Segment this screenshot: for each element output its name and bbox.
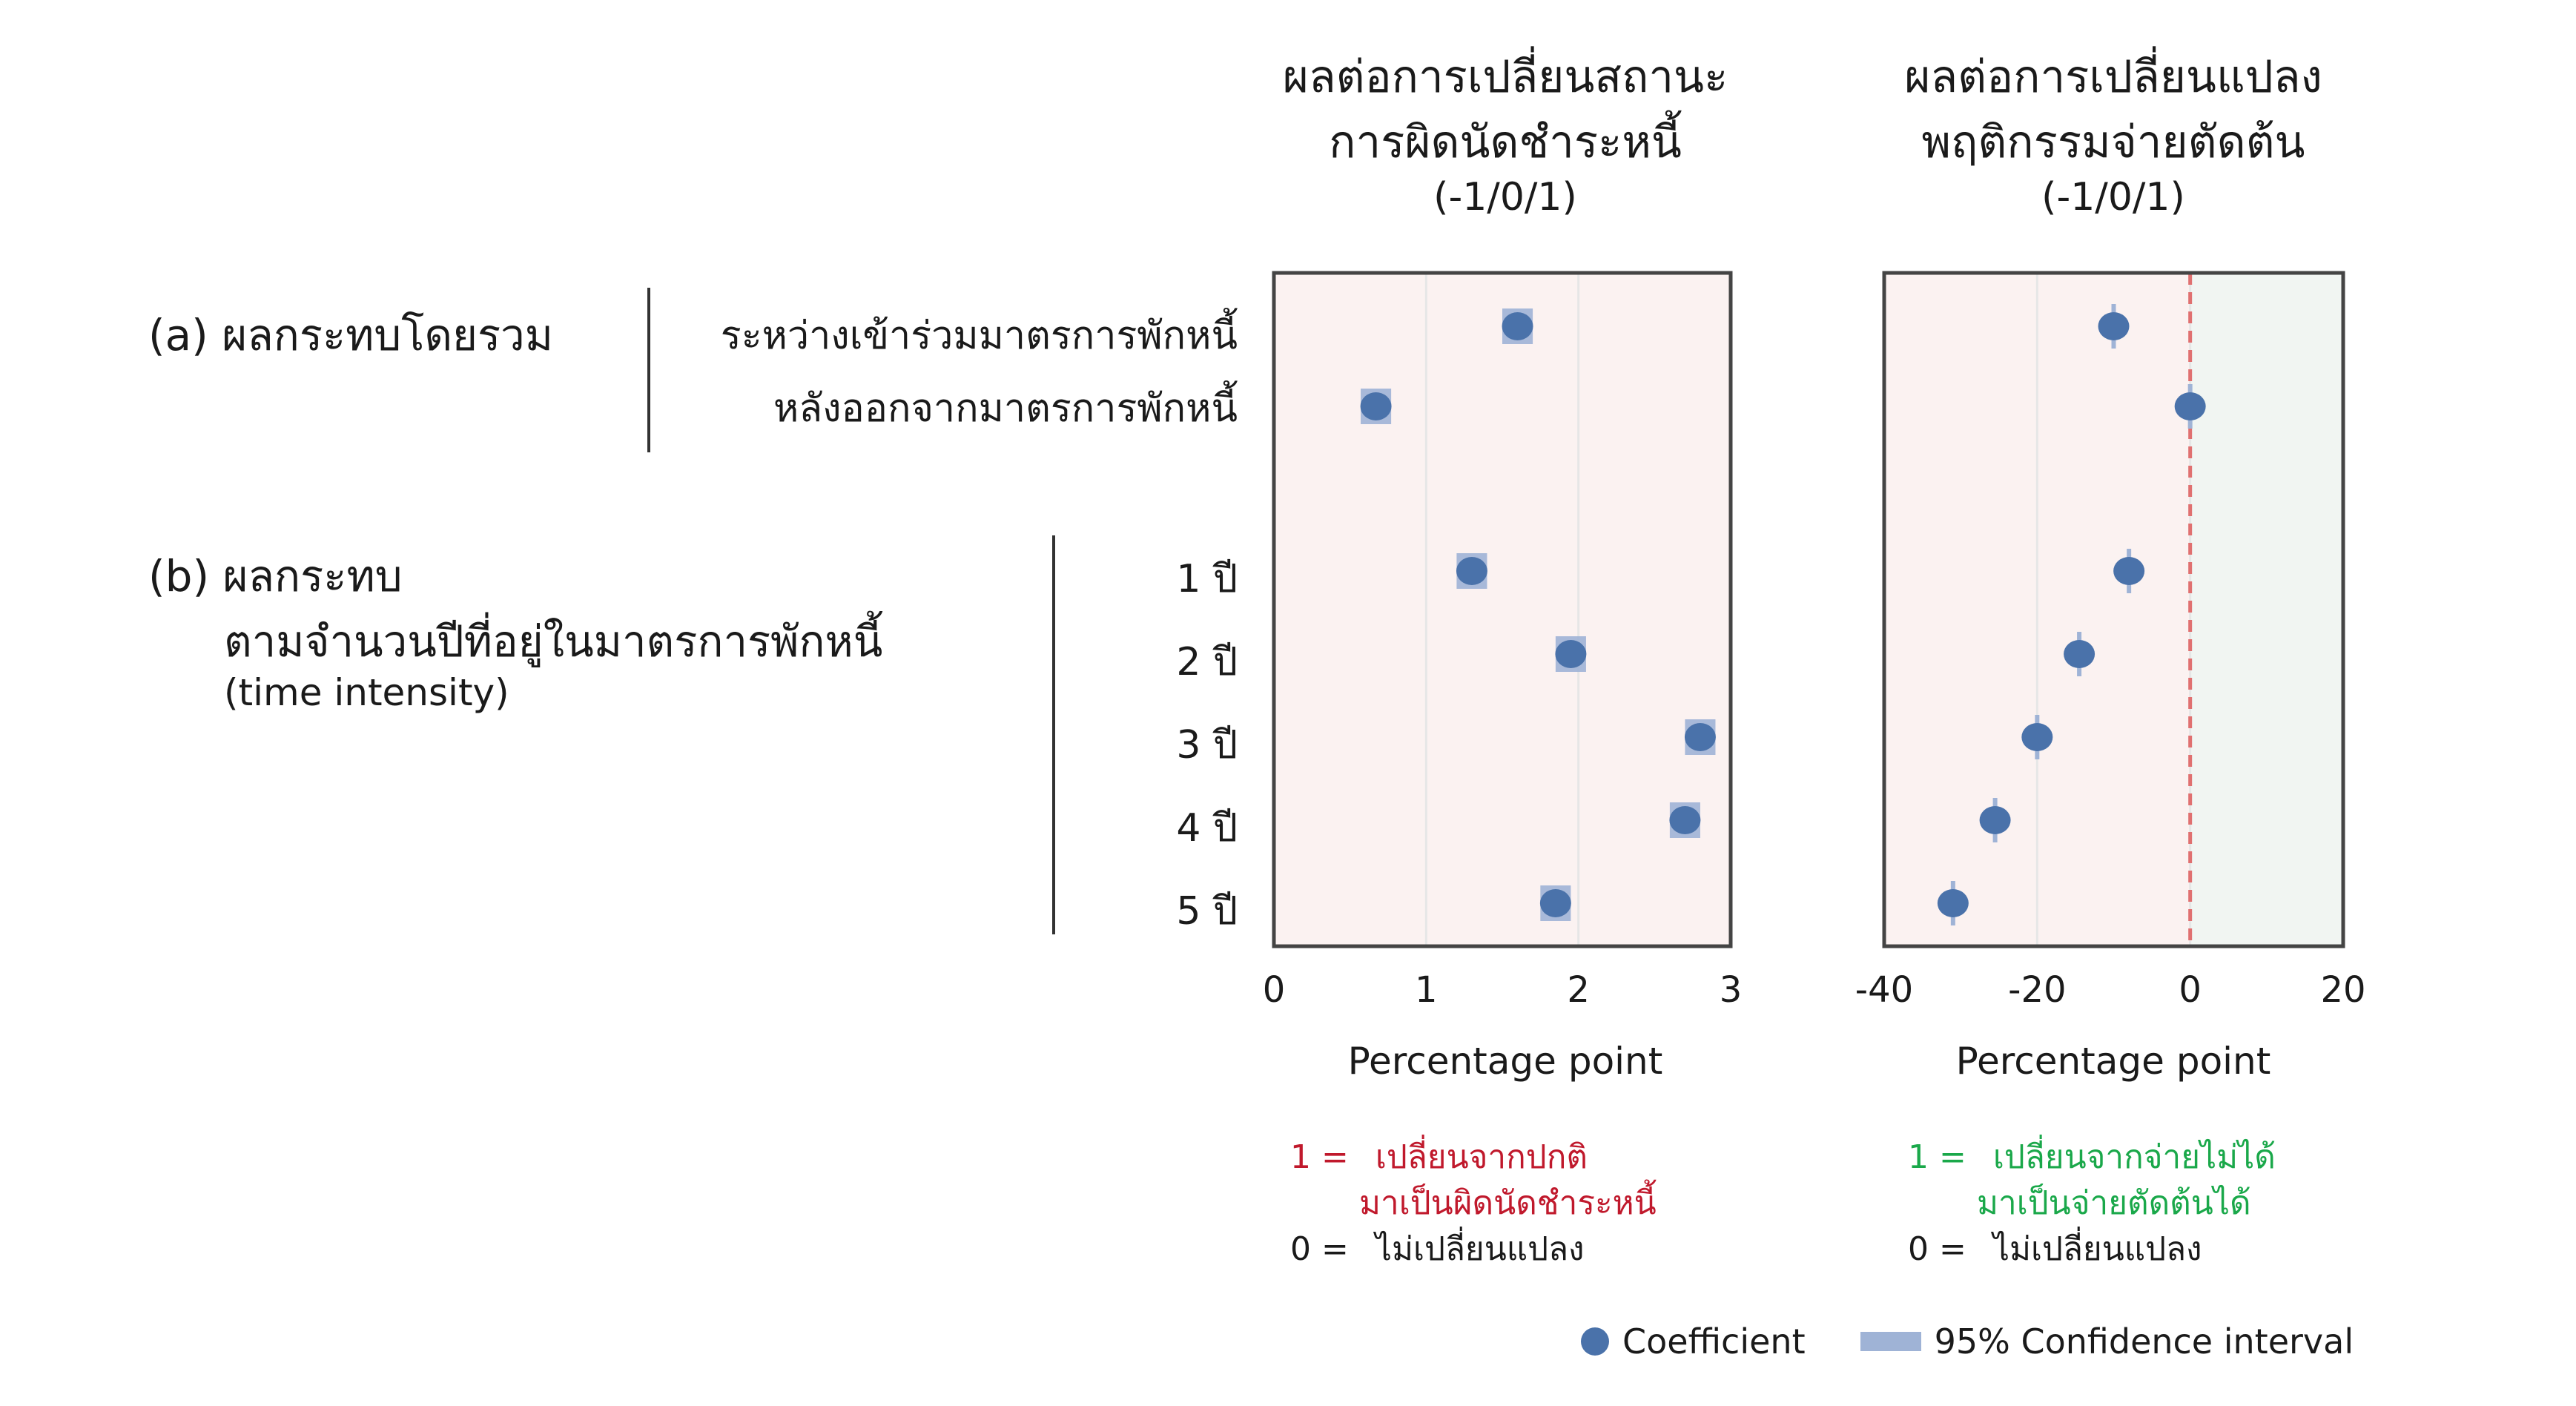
legend-coefficient-label: Coefficient — [1622, 1321, 1806, 1362]
group-a-divider — [647, 288, 650, 452]
panel-right-coefficient-point — [2021, 723, 2053, 751]
panel-left-tick-label: 2 — [1567, 969, 1590, 1011]
legend-ci-label: 95% Confidence interval — [1934, 1321, 2354, 1362]
panel-right-tick-label: 20 — [2320, 969, 2365, 1011]
legend-coefficient-icon — [1581, 1327, 1609, 1356]
row-label-after: หลังออกจากมาตรการพักหนี้ — [773, 386, 1238, 431]
group-b-sublabel: ตามจำนวนปีที่อยู่ในมาตรการพักหนี้ — [224, 616, 883, 667]
panel-left-xlabel: Percentage point — [1347, 1040, 1663, 1083]
legend: Coefficient 95% Confidence interval — [1581, 1318, 2354, 1364]
panel-right-coefficient-point — [1979, 806, 2011, 834]
note-right-one-line2: มาเป็นจ่ายตัดต้นได้ — [1977, 1184, 2251, 1222]
note-left-zero-prefix: 0 = — [1290, 1230, 1349, 1268]
group-b-intensity: (time intensity) — [224, 671, 509, 714]
note-right: 1 = เปลี่ยนจากจ่ายไม่ได้ มาเป็นจ่ายตัดต้… — [1908, 1135, 2276, 1273]
note-left-one-line1: เปลี่ยนจากปกติ — [1375, 1138, 1588, 1176]
note-left-zero: 0 = ไม่เปลี่ยนแปลง — [1290, 1227, 1657, 1273]
note-right-zero: 0 = ไม่เปลี่ยนแปลง — [1908, 1227, 2276, 1273]
group-b-divider — [1052, 535, 1055, 934]
panel-right-title: ผลต่อการเปลี่ยนแปลง พฤติกรรมจ่ายตัดต้น (… — [1817, 44, 2410, 220]
panel-right-tick-label: -40 — [1855, 969, 1913, 1011]
panel-left-tick-label: 1 — [1415, 969, 1438, 1011]
panel-left-tick-label: 3 — [1720, 969, 1743, 1011]
panel-right-coefficient-point — [1937, 889, 1969, 917]
row-label-year1: 1 ปี — [1176, 557, 1238, 601]
panel-left-coefficient-point — [1684, 723, 1716, 751]
panel-right-coefficient-point — [2113, 557, 2145, 585]
row-label-during: ระหว่างเข้าร่วมมาตรการพักหนี้ — [720, 314, 1238, 358]
note-left-one: 1 = เปลี่ยนจากปกติ — [1290, 1135, 1657, 1181]
panel-right-coefficient-point — [2098, 312, 2130, 340]
note-left: 1 = เปลี่ยนจากปกติ มาเป็นผิดนัดชำระหนี้ … — [1290, 1135, 1657, 1273]
panel-right-coefficient-point — [2174, 392, 2206, 420]
panel-left-coefficient-point — [1502, 312, 1533, 340]
panel-right-tick-label: -20 — [2008, 969, 2066, 1011]
panel-right-tick-label: 0 — [2179, 969, 2202, 1011]
panel-left-coefficient-point — [1456, 557, 1487, 585]
legend-ci-icon — [1860, 1332, 1921, 1351]
panel-left-coefficient-point — [1360, 392, 1392, 420]
note-right-one-prefix: 1 = — [1908, 1138, 1966, 1176]
panel-right-title-line1: ผลต่อการเปลี่ยนแปลง — [1904, 51, 2322, 103]
panel-left-title-line2: การผิดนัดชำระหนี้ — [1329, 116, 1682, 168]
row-label-year5: 5 ปี — [1176, 889, 1238, 934]
note-left-one-line2: มาเป็นผิดนัดชำระหนี้ — [1359, 1184, 1657, 1222]
panel-right-title-line3: (-1/0/1) — [2041, 175, 2185, 220]
note-left-zero-text: ไม่เปลี่ยนแปลง — [1375, 1230, 1585, 1268]
panel-left-title: ผลต่อการเปลี่ยนสถานะ การผิดนัดชำระหนี้ (… — [1209, 44, 1802, 220]
panel-left-coefficient-point — [1555, 640, 1587, 668]
panel-right-positive-region — [2190, 273, 2343, 946]
panel-left-coefficient-point — [1539, 889, 1571, 917]
panel-right-title-line2: พฤติกรรมจ่ายตัดต้น — [1921, 116, 2305, 168]
panel-right-coefficient-point — [2064, 640, 2096, 668]
panel-left-frame — [1272, 271, 1733, 948]
group-a-label: (a) ผลกระทบโดยรวม — [148, 310, 553, 360]
note-right-zero-text: ไม่เปลี่ยนแปลง — [1992, 1230, 2202, 1268]
row-label-year4: 4 ปี — [1176, 806, 1238, 851]
panel-left-tick-label: 0 — [1263, 969, 1286, 1011]
note-right-zero-prefix: 0 = — [1908, 1230, 1966, 1268]
row-label-year2: 2 ปี — [1176, 640, 1238, 684]
panel-left-background — [1274, 273, 1731, 946]
panel-left-title-line3: (-1/0/1) — [1433, 175, 1577, 220]
panel-right-xlabel: Percentage point — [1955, 1040, 2271, 1083]
group-b-label: (b) ผลกระทบ — [148, 551, 403, 601]
note-left-one-prefix: 1 = — [1290, 1138, 1349, 1176]
row-label-year3: 3 ปี — [1176, 723, 1238, 768]
panel-left-coefficient-point — [1669, 806, 1701, 834]
note-right-one-line1: เปลี่ยนจากจ่ายไม่ได้ — [1992, 1138, 2276, 1176]
panel-right-frame — [1882, 271, 2345, 948]
panel-left-title-line1: ผลต่อการเปลี่ยนสถานะ — [1282, 51, 1728, 103]
note-right-one: 1 = เปลี่ยนจากจ่ายไม่ได้ — [1908, 1135, 2276, 1181]
